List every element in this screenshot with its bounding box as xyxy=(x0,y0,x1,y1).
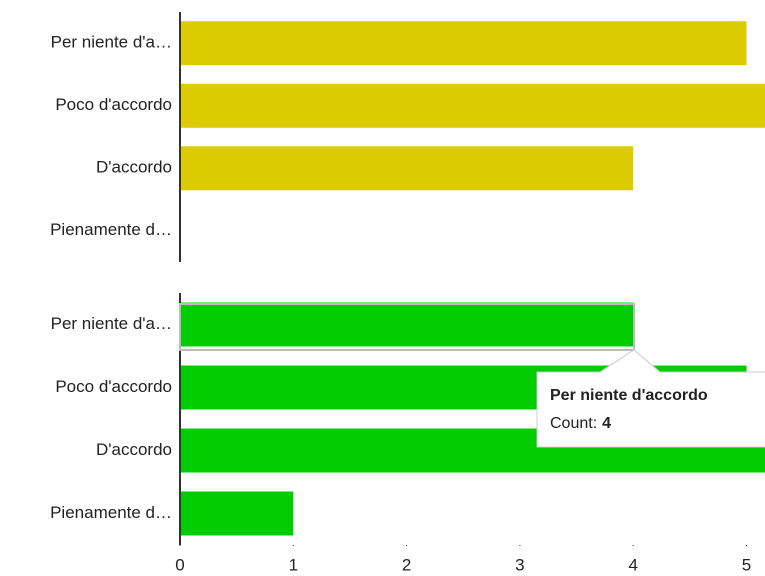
x-tick-label: 0 xyxy=(175,555,184,574)
tooltip-pointer-edge xyxy=(599,349,661,373)
highlight xyxy=(179,303,635,351)
tooltip: Per niente d'accordo Count: 4 xyxy=(179,303,765,448)
y-tick-label: D'accordo xyxy=(96,158,172,177)
bar xyxy=(180,302,634,347)
tooltip-value: 4 xyxy=(602,415,611,432)
tooltip-title: Per niente d'accordo xyxy=(550,387,708,404)
bar xyxy=(180,491,294,536)
y-tick-label: Poco d'accordo xyxy=(55,95,172,114)
x-tick-label: 5 xyxy=(742,555,751,574)
y-tick-label: Pienamente d… xyxy=(50,503,172,522)
tooltip-count: Count: 4 xyxy=(550,415,611,432)
x-tick-label: 3 xyxy=(515,555,524,574)
tooltip-pointer xyxy=(600,350,660,373)
tooltip-label: Count: xyxy=(550,415,597,432)
tooltip-bg xyxy=(538,373,765,446)
y-tick-label: Pienamente d… xyxy=(50,220,172,239)
x-tick-label: 1 xyxy=(289,555,298,574)
bar xyxy=(180,21,747,66)
y-tick-label: D'accordo xyxy=(96,440,172,459)
y-tick-label: Per niente d'a… xyxy=(51,314,172,333)
y-tick-label: Per niente d'a… xyxy=(51,33,172,52)
x-tick-label: 2 xyxy=(402,555,411,574)
bar xyxy=(180,83,765,128)
bar xyxy=(180,146,634,191)
x-tick-label: 4 xyxy=(628,555,637,574)
y-tick-label: Poco d'accordo xyxy=(55,377,172,396)
